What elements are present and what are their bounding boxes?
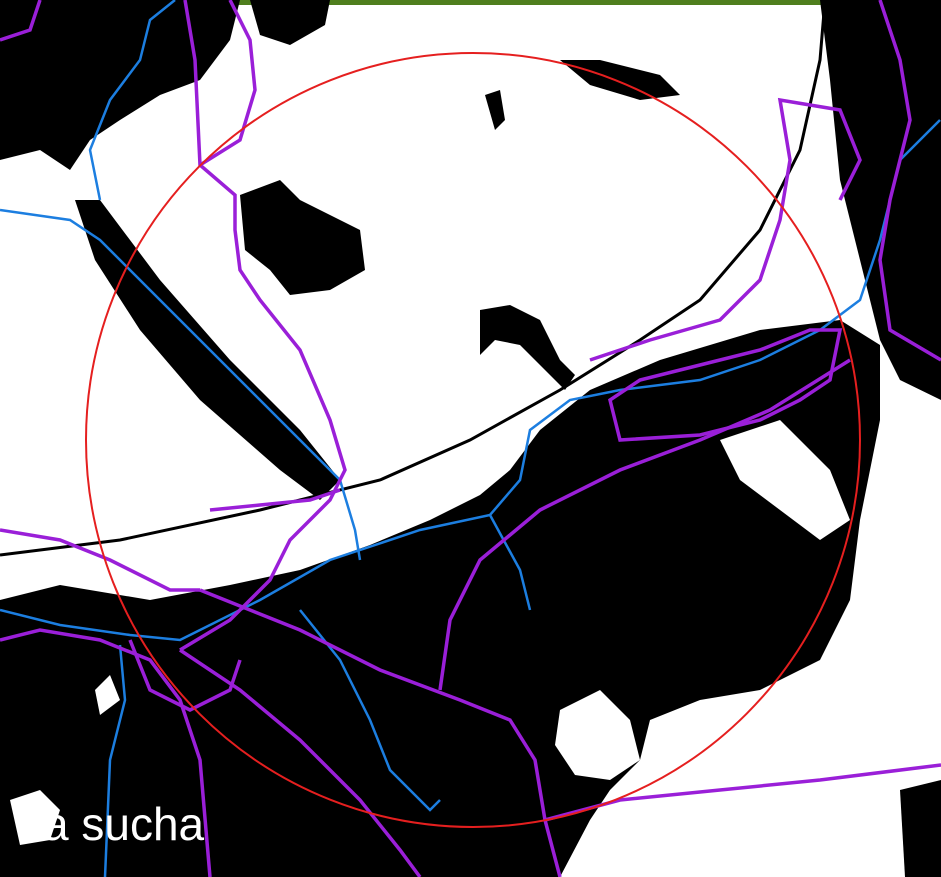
road-ring-north: [589, 97, 862, 362]
black-area-northeast: [560, 60, 680, 100]
black-area-small-2: [480, 305, 575, 390]
top-bar: [0, 0, 941, 5]
black-area-east: [820, 0, 941, 400]
black-area-southeast: [900, 780, 941, 877]
black-area-north: [250, 0, 330, 45]
stream-branch-center: [488, 514, 532, 611]
black-area-center-blob: [240, 180, 365, 295]
white-pocket-4: [10, 790, 60, 845]
stream-southwest: [103, 644, 127, 877]
stream-north: [88, 0, 176, 201]
road-east-curve: [438, 358, 851, 691]
road-south-main: [199, 588, 562, 877]
black-area-small-1: [485, 90, 505, 130]
road-southwest-1: [0, 628, 212, 877]
map-caption: za sucha: [20, 798, 205, 850]
railway-line: [0, 0, 827, 557]
road-northeast-arc: [199, 0, 257, 167]
black-area-riverbank: [75, 200, 340, 500]
road-west: [0, 528, 200, 592]
stream-southbranch: [299, 609, 441, 812]
road-east-vertical: [878, 0, 941, 362]
white-pockets: [10, 420, 850, 845]
stream-east: [819, 119, 941, 331]
road-center-link: [209, 488, 341, 512]
road-loop-east: [608, 328, 843, 442]
buffer-circle: [85, 52, 861, 828]
stream-main: [0, 208, 362, 561]
road-west-loop: [128, 639, 242, 712]
road-diagonal: [179, 0, 347, 652]
road-north: [0, 0, 42, 42]
white-pocket-2: [555, 690, 640, 780]
black-area-south: [0, 320, 880, 877]
white-pocket-3: [720, 420, 850, 540]
road-bottom: [179, 648, 422, 877]
white-pocket-1: [95, 675, 120, 715]
